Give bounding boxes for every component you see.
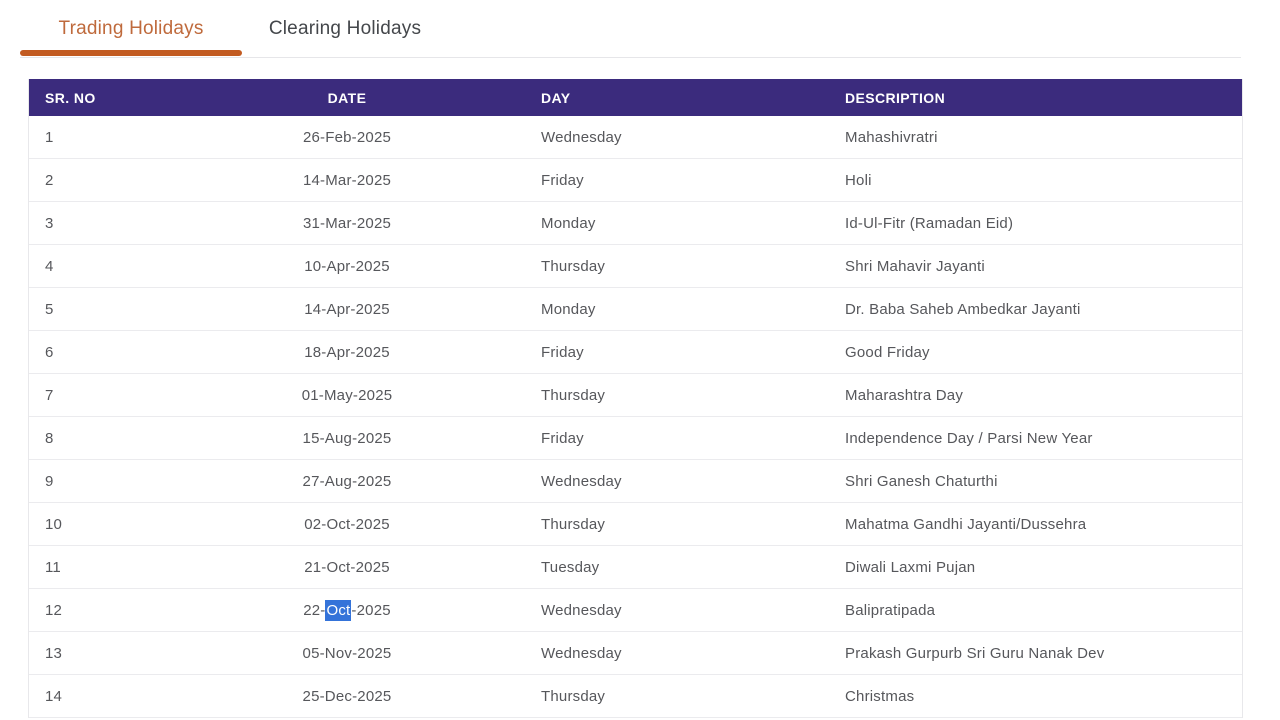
sr-no-cell: 1: [29, 116, 169, 159]
date-cell: 22-Oct-2025: [169, 589, 525, 632]
description-cell: Mahatma Gandhi Jayanti/Dussehra: [829, 503, 1242, 546]
date-cell: 27-Aug-2025: [169, 460, 525, 503]
day-cell: Tuesday: [525, 546, 829, 589]
sr-no-cell: 10: [29, 503, 169, 546]
table-row: 3 31-Mar-2025 Monday Id-Ul-Fitr (Ramadan Ei…: [29, 202, 1242, 245]
table-row: 5 14-Apr-2025 Monday Dr. Baba Saheb Ambedka…: [29, 288, 1242, 331]
sr-no-cell: 5: [29, 288, 169, 331]
table-row: 13 05-Nov-2025 Wednesday Prakash Gurpurb Sr…: [29, 632, 1242, 675]
date-cell: 10-Apr-2025: [169, 245, 525, 288]
sr-no-cell: 7: [29, 374, 169, 417]
date-cell: 26-Feb-2025: [169, 116, 525, 159]
sr-no-cell: 13: [29, 632, 169, 675]
day-cell: Monday: [525, 202, 829, 245]
day-cell: Thursday: [525, 245, 829, 288]
sr-no-cell: 11: [29, 546, 169, 589]
day-cell: Wednesday: [525, 116, 829, 159]
date-cell: 02-Oct-2025: [169, 503, 525, 546]
date-cell: 14-Mar-2025: [169, 159, 525, 202]
description-cell: Holi: [829, 159, 1242, 202]
date-cell: 18-Apr-2025: [169, 331, 525, 374]
column-header-day: DAY: [525, 79, 829, 116]
table-row: 12 22-Oct-2025 Wednesday Balipratipada: [29, 589, 1242, 632]
date-cell: 15-Aug-2025: [169, 417, 525, 460]
description-cell: Dr. Baba Saheb Ambedkar Jayanti: [829, 288, 1242, 331]
table-body: 1 26-Feb-2025 Wednesday Mahashivratri 2 14-Ma…: [29, 116, 1242, 718]
date-cell: 21-Oct-2025: [169, 546, 525, 589]
day-cell: Monday: [525, 288, 829, 331]
tab-trading-holidays[interactable]: Trading Holidays: [20, 0, 242, 57]
date-cell: 05-Nov-2025: [169, 632, 525, 675]
description-cell: Id-Ul-Fitr (Ramadan Eid): [829, 202, 1242, 245]
description-cell: Balipratipada: [829, 589, 1242, 632]
day-cell: Wednesday: [525, 632, 829, 675]
description-cell: Independence Day / Parsi New Year: [829, 417, 1242, 460]
date-cell: 31-Mar-2025: [169, 202, 525, 245]
tab-clearing-holidays[interactable]: Clearing Holidays: [268, 17, 422, 39]
sr-no-cell: 12: [29, 589, 169, 632]
sr-no-cell: 6: [29, 331, 169, 374]
sr-no-cell: 14: [29, 675, 169, 718]
description-cell: Christmas: [829, 675, 1242, 718]
table-row: 1 26-Feb-2025 Wednesday Mahashivratri: [29, 116, 1242, 159]
description-cell: Maharashtra Day: [829, 374, 1242, 417]
table-row: 8 15-Aug-2025 Friday Independence Day / Par…: [29, 417, 1242, 460]
description-cell: Shri Mahavir Jayanti: [829, 245, 1242, 288]
sr-no-cell: 2: [29, 159, 169, 202]
date-cell: 14-Apr-2025: [169, 288, 525, 331]
table-row: 9 27-Aug-2025 Wednesday Shri Ganesh Chaturt…: [29, 460, 1242, 503]
description-cell: Diwali Laxmi Pujan: [829, 546, 1242, 589]
table-row: 14 25-Dec-2025 Thursday Christmas: [29, 675, 1242, 718]
table-row: 4 10-Apr-2025 Thursday Shri Mahavir Jayanti: [29, 245, 1242, 288]
sr-no-cell: 8: [29, 417, 169, 460]
description-cell: Mahashivratri: [829, 116, 1242, 159]
description-cell: Prakash Gurpurb Sri Guru Nanak Dev: [829, 632, 1242, 675]
day-cell: Friday: [525, 417, 829, 460]
date-cell: 01-May-2025: [169, 374, 525, 417]
sr-no-cell: 3: [29, 202, 169, 245]
column-header-description: DESCRIPTION: [829, 79, 1242, 116]
date-cell: 25-Dec-2025: [169, 675, 525, 718]
day-cell: Wednesday: [525, 460, 829, 503]
table-row: 2 14-Mar-2025 Friday Holi: [29, 159, 1242, 202]
table-header-row: SR. NO DATE DAY DESCRIPTION: [29, 79, 1242, 116]
table-row: 6 18-Apr-2025 Friday Good Friday: [29, 331, 1242, 374]
day-cell: Friday: [525, 331, 829, 374]
holiday-tabs-bar: Trading Holidays Clearing Holidays: [20, 0, 1241, 58]
day-cell: Thursday: [525, 374, 829, 417]
column-header-sr-no: SR. NO: [29, 79, 169, 116]
column-header-date: DATE: [169, 79, 525, 116]
table-row: 11 21-Oct-2025 Tuesday Diwali Laxmi Pujan: [29, 546, 1242, 589]
sr-no-cell: 9: [29, 460, 169, 503]
table-row: 10 02-Oct-2025 Thursday Mahatma Gandhi Jaya…: [29, 503, 1242, 546]
day-cell: Wednesday: [525, 589, 829, 632]
description-cell: Shri Ganesh Chaturthi: [829, 460, 1242, 503]
trading-holidays-table: SR. NO DATE DAY DESCRIPTION 1 26-Feb-2025…: [28, 79, 1243, 718]
selected-text: Oct: [325, 599, 352, 621]
description-cell: Good Friday: [829, 331, 1242, 374]
sr-no-cell: 4: [29, 245, 169, 288]
table-row: 7 01-May-2025 Thursday Maharashtra Day: [29, 374, 1242, 417]
day-cell: Friday: [525, 159, 829, 202]
day-cell: Thursday: [525, 503, 829, 546]
day-cell: Thursday: [525, 675, 829, 718]
